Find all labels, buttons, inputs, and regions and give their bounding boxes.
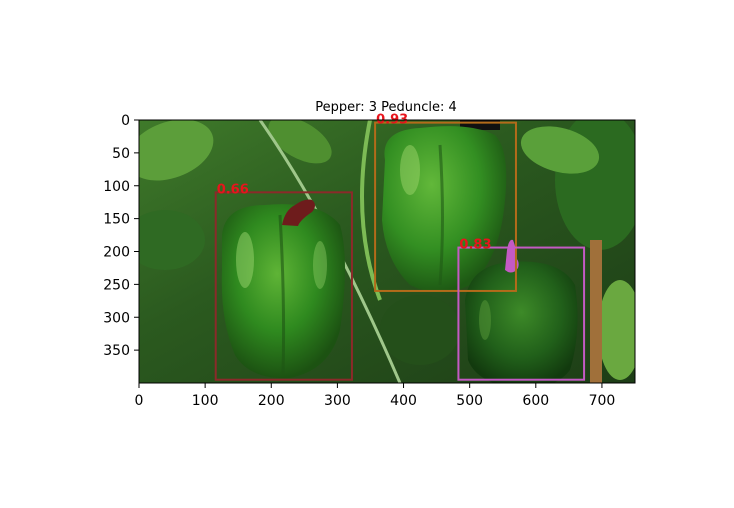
y-tick-label: 150: [103, 212, 130, 228]
figure-title: Pepper: 3 Peduncle: 4: [315, 100, 457, 115]
y-tick-label: 50: [112, 146, 130, 162]
detection-score-label: 0.83: [459, 238, 491, 253]
y-tick-label: 200: [103, 245, 130, 261]
detection-box: [374, 121, 517, 292]
detection-score-label: 0.66: [217, 182, 249, 197]
y-tick-label: 250: [103, 277, 130, 293]
x-tick-label: 0: [135, 393, 144, 409]
x-tick-label: 600: [522, 393, 549, 409]
y-tick-label: 350: [103, 343, 130, 359]
detection-box: [457, 246, 586, 381]
detection-box: [214, 191, 353, 381]
x-tick-label: 500: [456, 393, 483, 409]
x-tick-label: 400: [390, 393, 417, 409]
x-tick-label: 700: [589, 393, 616, 409]
y-axis: 0 50 100 150 200 250 300 350: [103, 113, 139, 359]
peduncle-mask-left: [282, 199, 315, 226]
y-tick-label: 100: [103, 179, 130, 195]
detection-boxes: 0.930.660.83: [214, 113, 586, 381]
x-tick-label: 100: [192, 393, 219, 409]
y-tick-label: 300: [103, 310, 130, 326]
x-tick-label: 300: [324, 393, 351, 409]
x-tick-label: 200: [258, 393, 285, 409]
x-axis: 0 100 200 300 400 500 600 700: [135, 383, 616, 409]
y-tick-label: 0: [121, 113, 130, 129]
